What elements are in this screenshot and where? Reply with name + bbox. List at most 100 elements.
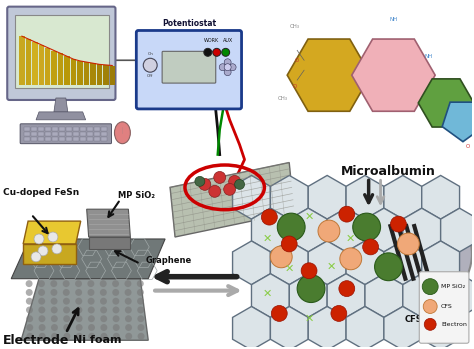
- Polygon shape: [384, 241, 422, 285]
- Circle shape: [100, 324, 107, 331]
- Polygon shape: [418, 79, 474, 127]
- Circle shape: [64, 333, 71, 340]
- Polygon shape: [442, 102, 474, 142]
- Bar: [45, 48, 50, 85]
- Bar: [38, 127, 44, 131]
- Circle shape: [38, 289, 45, 296]
- Bar: [109, 66, 115, 85]
- Polygon shape: [36, 112, 86, 120]
- Circle shape: [340, 248, 362, 270]
- Circle shape: [369, 202, 472, 305]
- Circle shape: [113, 324, 120, 331]
- Polygon shape: [403, 208, 441, 252]
- Circle shape: [38, 315, 46, 322]
- Text: MP SiO₂: MP SiO₂: [118, 191, 155, 200]
- Polygon shape: [21, 279, 148, 340]
- Circle shape: [137, 324, 145, 331]
- Polygon shape: [441, 208, 474, 252]
- Text: WORK: WORK: [204, 38, 219, 43]
- FancyBboxPatch shape: [7, 7, 116, 100]
- Polygon shape: [252, 274, 289, 317]
- Circle shape: [38, 306, 46, 313]
- Polygon shape: [270, 241, 308, 285]
- Circle shape: [422, 279, 438, 295]
- Circle shape: [38, 280, 45, 287]
- Polygon shape: [308, 176, 346, 219]
- FancyBboxPatch shape: [137, 30, 242, 109]
- Polygon shape: [422, 306, 460, 349]
- Circle shape: [50, 289, 57, 296]
- Polygon shape: [422, 176, 460, 219]
- Circle shape: [112, 289, 119, 296]
- Circle shape: [125, 333, 132, 340]
- Polygon shape: [252, 208, 289, 252]
- Bar: [52, 127, 58, 131]
- Circle shape: [125, 289, 132, 296]
- Bar: [24, 132, 30, 136]
- Text: Cu-doped FeSn: Cu-doped FeSn: [3, 188, 80, 197]
- Polygon shape: [327, 208, 365, 252]
- Circle shape: [137, 298, 144, 305]
- Circle shape: [26, 298, 33, 305]
- Bar: [31, 127, 37, 131]
- Bar: [87, 137, 92, 141]
- Circle shape: [52, 244, 62, 254]
- Circle shape: [88, 315, 95, 322]
- Bar: [31, 132, 37, 136]
- Circle shape: [51, 333, 58, 340]
- Circle shape: [137, 280, 144, 287]
- Text: Microalbumin: Microalbumin: [341, 164, 436, 178]
- Text: ✕: ✕: [263, 234, 272, 244]
- Polygon shape: [23, 221, 81, 244]
- Bar: [100, 132, 107, 136]
- Circle shape: [209, 185, 221, 197]
- Polygon shape: [308, 241, 346, 285]
- Bar: [94, 132, 100, 136]
- Text: On: On: [147, 52, 153, 56]
- Ellipse shape: [114, 122, 130, 144]
- Bar: [38, 45, 44, 85]
- Polygon shape: [289, 208, 327, 252]
- Circle shape: [113, 315, 119, 322]
- FancyBboxPatch shape: [20, 124, 111, 144]
- Bar: [73, 132, 79, 136]
- Polygon shape: [270, 306, 308, 349]
- Text: CH₃: CH₃: [290, 24, 300, 30]
- Circle shape: [137, 289, 144, 296]
- Circle shape: [125, 298, 132, 305]
- Circle shape: [26, 289, 33, 296]
- Bar: [100, 137, 107, 141]
- Bar: [84, 62, 89, 85]
- Circle shape: [213, 49, 221, 56]
- Bar: [80, 137, 86, 141]
- Polygon shape: [346, 306, 384, 349]
- Circle shape: [50, 280, 57, 287]
- Circle shape: [424, 318, 436, 330]
- Circle shape: [75, 306, 82, 313]
- Circle shape: [27, 333, 33, 340]
- Text: NH: NH: [424, 54, 432, 59]
- Bar: [66, 127, 72, 131]
- Circle shape: [125, 324, 132, 331]
- FancyBboxPatch shape: [162, 51, 216, 83]
- Bar: [66, 132, 72, 136]
- Text: Potentiostat: Potentiostat: [162, 20, 216, 29]
- Bar: [45, 127, 51, 131]
- Bar: [52, 137, 58, 141]
- Circle shape: [38, 246, 48, 256]
- Bar: [103, 65, 109, 85]
- Circle shape: [224, 69, 231, 76]
- Circle shape: [51, 298, 57, 305]
- Circle shape: [87, 280, 94, 287]
- Polygon shape: [346, 241, 384, 285]
- Text: ✕: ✕: [346, 234, 356, 244]
- Bar: [51, 51, 57, 85]
- Circle shape: [88, 333, 95, 340]
- Circle shape: [88, 289, 94, 296]
- Circle shape: [112, 280, 119, 287]
- Bar: [87, 132, 92, 136]
- Text: CFS: CFS: [441, 304, 453, 309]
- Polygon shape: [346, 176, 384, 219]
- Circle shape: [271, 305, 287, 321]
- Circle shape: [235, 179, 245, 190]
